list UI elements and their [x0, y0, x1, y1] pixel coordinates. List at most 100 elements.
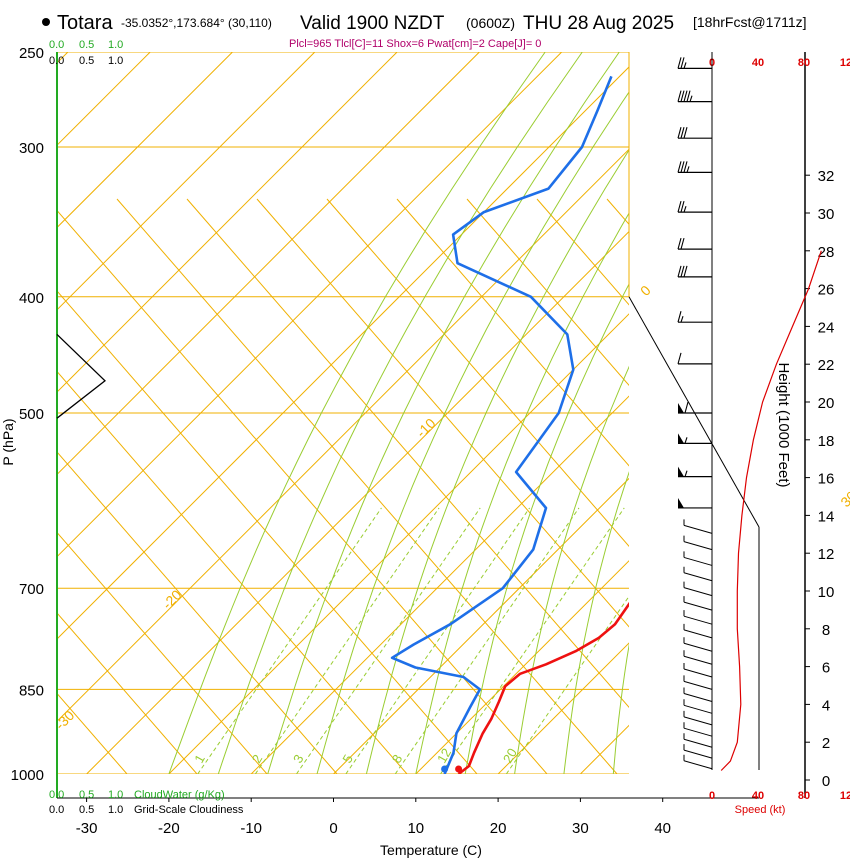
surface-dewpoint-marker	[441, 765, 449, 773]
wind-barb-full	[680, 161, 685, 173]
wind-barb-full	[677, 161, 682, 173]
isotherm-line	[57, 148, 629, 723]
cloud-water-tick-top: 0.0	[49, 39, 64, 51]
mixing-ratio-line	[197, 507, 382, 774]
height-tick-label: 28	[818, 244, 835, 261]
wind-barb-full	[684, 401, 689, 414]
dewpoint-profile-line	[390, 75, 613, 774]
stability-indices: Plcl=965 Tlcl[C]=11 Shox=6 Pwat[cm]=2 Ca…	[289, 38, 541, 50]
wind-barb-full	[680, 200, 685, 213]
temperature-tick-label: 10	[407, 820, 424, 837]
moist-adiabat-line	[168, 52, 546, 774]
height-axis-title: Height (1000 Feet)	[775, 362, 792, 487]
wind-barb	[683, 722, 713, 737]
wind-barb	[683, 650, 713, 665]
wind-barb-staff	[683, 738, 713, 748]
cloud-water-tick-bottom: 1.0	[108, 789, 123, 801]
wind-barb	[683, 551, 713, 566]
isotherm-line	[57, 52, 480, 476]
wind-barb	[677, 200, 712, 213]
wind-barb-full	[680, 57, 685, 69]
cloudiness-profile-line	[56, 333, 106, 419]
wind-barb-full	[683, 90, 688, 102]
isotherm-line	[57, 66, 629, 640]
wind-barb	[683, 596, 713, 611]
wind-barb-staff	[683, 749, 713, 759]
moist-adiabat-line	[612, 642, 629, 774]
height-tick-label: 0	[822, 773, 830, 790]
wind-barb-staff	[683, 642, 713, 652]
wind-barb-half	[686, 166, 690, 173]
wind-barb	[683, 535, 713, 551]
moist-adiabat-line	[514, 365, 629, 774]
wind-barb-half	[684, 470, 688, 477]
cloudiness-tick-top: 0.0	[49, 55, 64, 67]
wind-barb-staff	[683, 655, 713, 665]
wind-barb-full	[680, 265, 685, 278]
station-dot	[42, 18, 50, 26]
height-tick-label: 14	[818, 508, 835, 525]
wind-barb	[677, 90, 712, 103]
height-tick-label: 18	[818, 433, 835, 450]
wind-barb	[683, 675, 713, 690]
isotherm-line	[57, 52, 398, 393]
height-tick-label: 20	[818, 395, 835, 412]
skewt-profiles	[390, 75, 629, 774]
dry-adiabat-line	[57, 531, 268, 774]
isotherm-line	[86, 230, 629, 774]
speed-tick-top: 12	[840, 57, 850, 69]
speed-tick-bottom: 40	[752, 790, 764, 802]
isotherm-label: 0	[637, 282, 654, 299]
wind-barb-full	[680, 237, 685, 250]
wind-barb	[683, 581, 713, 597]
wind-barb	[683, 699, 713, 714]
wind-barb-staff	[683, 692, 713, 702]
wind-barb-full	[677, 90, 682, 102]
dry-adiabat-line	[466, 198, 629, 387]
wind-barb-staff	[683, 615, 713, 625]
cloudiness-tick-bottom: 1.0	[108, 804, 123, 816]
moist-adiabat-line	[415, 212, 629, 774]
valid-time: Valid 1900 NZDT	[300, 13, 445, 34]
wind-barb	[678, 497, 712, 509]
height-tick-label: 12	[818, 546, 835, 563]
wind-barb-staff	[683, 668, 713, 678]
mixing-ratio-line	[394, 507, 580, 774]
wind-barb	[683, 623, 713, 639]
wind-barb-staff	[683, 601, 713, 611]
wind-barb	[677, 311, 712, 323]
mixing-ratio-line	[296, 507, 481, 774]
wind-barb-pennant	[678, 403, 684, 413]
isotherm-label: -30	[52, 707, 78, 733]
wind-barb-full	[683, 161, 688, 173]
dry-adiabat-line	[57, 290, 478, 774]
wind-barb-full	[677, 352, 682, 365]
temperature-tick-label: -20	[158, 820, 180, 837]
station-name: Totara	[57, 12, 113, 34]
wind-barb-staff	[683, 629, 713, 639]
moist-adiabat-line	[217, 52, 583, 774]
height-tick-label: 24	[818, 319, 835, 336]
speed-tick-bottom: 12	[840, 790, 850, 802]
pressure-tick-label: 400	[19, 290, 44, 307]
height-tick-label: 32	[818, 168, 835, 185]
height-tick-label: 6	[822, 660, 830, 677]
isotherm-line	[57, 52, 563, 558]
wind-barb-full	[677, 265, 682, 278]
pressure-tick-label: 500	[19, 406, 44, 423]
cloud-water-tick-top: 1.0	[108, 39, 123, 51]
height-tick-label: 10	[818, 584, 835, 601]
wind-barb	[677, 237, 712, 250]
wind-barb	[678, 466, 712, 478]
wind-barb-full	[683, 265, 688, 278]
wind-barb-full	[677, 200, 682, 213]
valid-utc: (0600Z)	[466, 15, 515, 31]
dry-adiabat-line	[57, 612, 198, 774]
isotherm-label: -20	[159, 586, 185, 612]
height-tick-label: 8	[822, 622, 830, 639]
wind-barb	[683, 733, 713, 748]
wind-barb	[683, 662, 713, 678]
